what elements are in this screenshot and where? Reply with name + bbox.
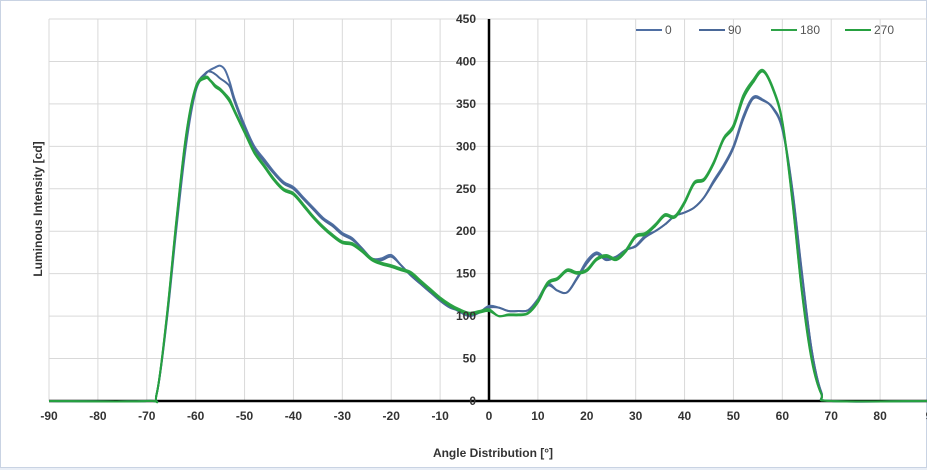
y-tick-label: 300 [456,139,476,153]
y-tick-label: 350 [456,97,476,111]
x-tick-label: 40 [678,409,692,423]
series-line-90 [48,70,927,404]
x-tick-label: -10 [431,409,449,423]
x-tick-label: -50 [236,409,254,423]
legend-label: 0 [665,23,672,37]
x-tick-label: 50 [727,409,741,423]
series-layer [48,64,927,404]
x-tick-labels: -90 -80 -70 -60 -50 -40 -30 -20 -10 0 10 20 30 40 50 60… [40,409,927,423]
y-tick-label: 400 [456,54,476,68]
legend-item-0[interactable]: 0 [636,23,672,37]
y-tick-labels: 0 50 100 150 200 250 300 350 400 450 [456,12,476,408]
y-tick-label: 200 [456,224,476,238]
y-tick-label: 450 [456,12,476,26]
y-tick-label: 250 [456,182,476,196]
x-tick-label: -70 [138,409,156,423]
legend-label: 270 [874,23,894,37]
y-axis-title: Luminous Intensity [cd] [31,141,45,276]
legend-label: 90 [728,23,742,37]
x-tick-label: 9 [926,409,927,423]
x-tick-label: -60 [187,409,205,423]
x-axis-title: Angle Distribution [°] [433,446,553,460]
axes [49,19,927,403]
x-tick-label: -20 [383,409,401,423]
x-tick-label: -30 [334,409,352,423]
y-tick-label: 50 [463,352,477,366]
legend[interactable]: 0 90 180 270 [636,23,894,37]
x-tick-label: -80 [89,409,107,423]
y-tick-label: 150 [456,267,476,281]
x-tick-label: -40 [285,409,303,423]
x-tick-label: 70 [825,409,839,423]
x-tick-label: -90 [40,409,58,423]
y-tick-label: 0 [469,394,476,408]
series-line-270 [48,70,927,404]
x-tick-label: 0 [486,409,493,423]
x-tick-label: 30 [629,409,643,423]
y-tick-label: 100 [456,309,476,323]
x-tick-label: 80 [873,409,887,423]
legend-item-180[interactable]: 180 [771,23,820,37]
x-tick-label: 10 [531,409,545,423]
legend-label: 180 [800,23,820,37]
x-tick-label: 20 [580,409,594,423]
legend-item-270[interactable]: 270 [845,23,894,37]
legend-item-90[interactable]: 90 [699,23,742,37]
x-tick-label: 60 [776,409,790,423]
